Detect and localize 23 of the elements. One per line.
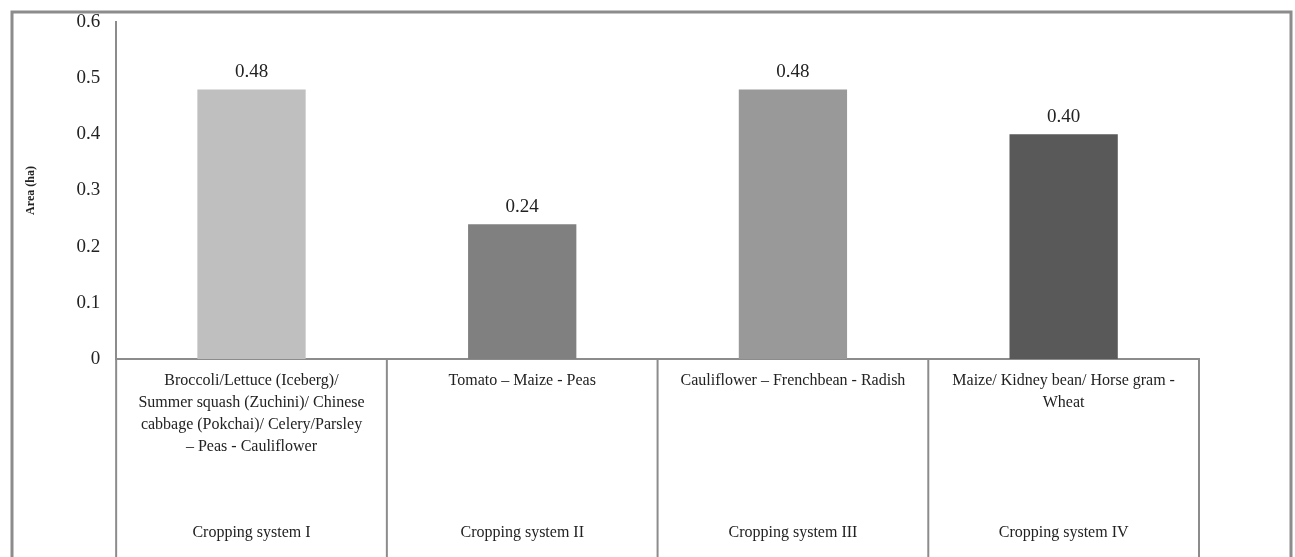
data-label: 0.48 (234, 59, 269, 81)
bar (197, 89, 306, 359)
y-tick-label: 0.2 (76, 234, 101, 256)
data-label: 0.40 (1047, 104, 1081, 126)
text: Cropping system I (192, 523, 311, 542)
y-tick-label: 0.3 (76, 178, 101, 200)
text: Cropping system IV (998, 523, 1129, 542)
data-label: 0.48 (776, 59, 810, 81)
x-tick-label: Tomato – Maize - Peas (448, 371, 596, 389)
y-tick-label: 0.4 (76, 122, 101, 144)
y-tick-label: 0.1 (76, 290, 101, 312)
y-tick-label: 0.5 (76, 66, 101, 88)
x-tick-label: Maize/ Kidney bean/ Horse gram - Wheat (952, 371, 1175, 411)
y-tick-label: 0 (90, 346, 101, 368)
x-tick-label: Cauliflower – Frenchbean - Radish (680, 371, 906, 389)
text: Cropping system II (460, 523, 584, 542)
y-tick-label: 0.6 (76, 9, 101, 31)
y-axis-title: Area (ha) (23, 166, 38, 215)
bar (738, 89, 848, 359)
x-tick-label: Broccoli/Lettuce (Iceberg)/ Summer squash (Zuchini)/ Chinese cabbage (Pokchai)/ Celery/Parsley – Peas - Cauliflower (138, 371, 365, 455)
bar (1009, 134, 1118, 359)
data-label: 0.24 (505, 194, 540, 216)
text: Cropping system III (728, 523, 858, 542)
